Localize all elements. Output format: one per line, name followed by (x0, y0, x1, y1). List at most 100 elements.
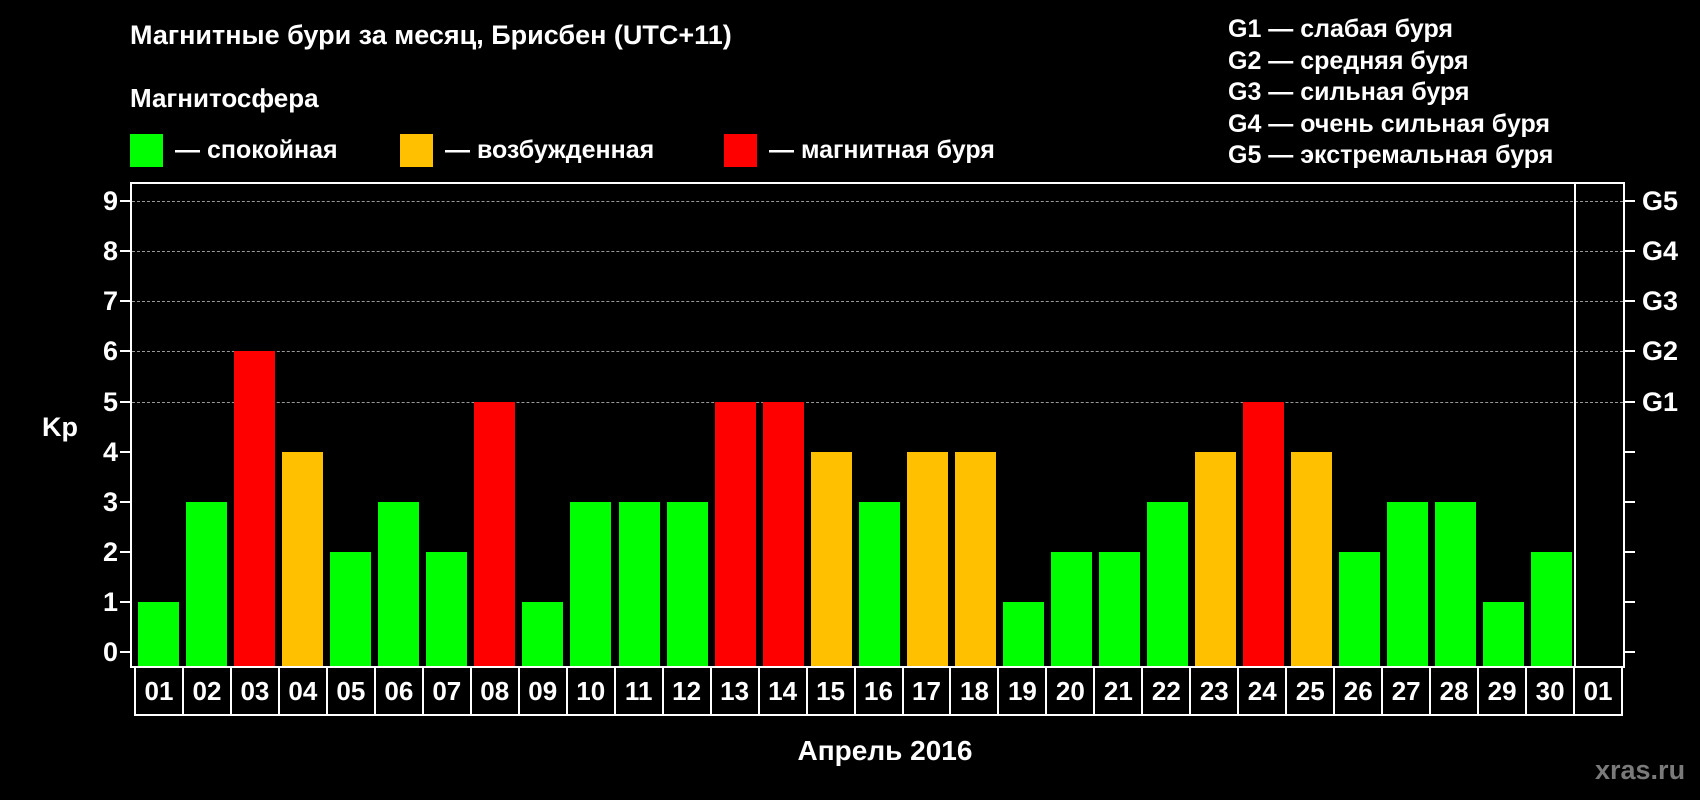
x-tick-label: 16 (856, 668, 904, 714)
x-tick-label: 23 (1191, 668, 1240, 714)
right-tick-mark (1625, 250, 1635, 253)
x-tick-label: 19 (999, 668, 1048, 714)
gridline (132, 402, 1623, 403)
g-scale-g5: G5 — экстремальная буря (1228, 141, 1554, 169)
g-level-label: G5 (1642, 186, 1679, 217)
bar-day-23 (1195, 451, 1237, 666)
y-tick-label: 9 (102, 186, 118, 217)
bar-day-30 (1531, 551, 1573, 666)
y-tick-label: 5 (102, 386, 118, 417)
x-tick-label: 17 (904, 668, 952, 714)
g-level-label: G4 (1642, 236, 1679, 267)
x-axis-day-labels: 01 02 03 04 05 06 07 08 09 10 11 12 13 14 15 16 17 18 19 20… (134, 668, 1623, 716)
g-scale-g3: G3 — сильная буря (1228, 78, 1470, 106)
x-tick-label: 10 (568, 668, 616, 714)
bar-day-18 (954, 451, 996, 666)
right-tick-mark (1625, 450, 1635, 453)
x-tick-label: 06 (376, 668, 424, 714)
right-tick-mark (1625, 600, 1635, 603)
bar-day-22 (1147, 501, 1189, 666)
x-tick-label: 12 (664, 668, 712, 714)
x-tick-label: 30 (1527, 668, 1576, 714)
x-tick-label: 15 (808, 668, 856, 714)
y-tick-mark (120, 500, 130, 503)
x-tick-label: 18 (951, 668, 1000, 714)
x-tick-label: 22 (1143, 668, 1192, 714)
x-tick-label: 27 (1383, 668, 1432, 714)
legend-heading: Магнитосфера (130, 83, 319, 113)
x-tick-label: 04 (280, 668, 328, 714)
bar-day-06 (378, 501, 420, 666)
right-tick-mark (1625, 400, 1635, 403)
y-tick-label: 3 (102, 486, 118, 517)
legend-swatch-calm (130, 133, 163, 167)
y-tick-mark (120, 651, 130, 653)
bar-day-16 (858, 501, 900, 666)
x-tick-label: 14 (760, 668, 808, 714)
legend-swatch-active (400, 133, 433, 167)
y-tick-mark (120, 550, 130, 553)
bar-day-04 (282, 451, 324, 666)
g-level-label: G1 (1642, 386, 1679, 417)
gridline (132, 351, 1623, 352)
y-tick-mark (120, 200, 130, 203)
x-tick-label: 09 (520, 668, 568, 714)
y-tick-mark (120, 600, 130, 603)
y-tick-label: 1 (102, 586, 118, 617)
bar-day-21 (1099, 551, 1141, 666)
bar-day-29 (1483, 601, 1525, 666)
x-axis-title: Апрель 2016 (797, 735, 973, 766)
x-tick-label: 02 (184, 668, 232, 714)
y-tick-mark (120, 350, 130, 353)
gridline (132, 201, 1623, 202)
g-scale-g4: G4 — очень сильная буря (1228, 109, 1550, 138)
x-tick-label: 08 (472, 668, 520, 714)
chart-title: Магнитные бури за месяц, Брисбен (UTC+11… (130, 20, 732, 50)
g-scale-legend: G1 — слабая буря G2 — средняя буря G3 — … (1228, 14, 1553, 172)
x-tick-label: 29 (1479, 668, 1528, 714)
bar-day-09 (522, 601, 564, 666)
right-tick-mark (1625, 651, 1635, 653)
right-tick-mark (1625, 350, 1635, 353)
bar-day-25 (1291, 451, 1333, 666)
y-tick-label: 6 (102, 336, 118, 367)
bar-day-10 (570, 501, 612, 666)
x-tick-label: 01 (136, 668, 184, 714)
bar-day-08 (474, 401, 516, 666)
x-tick-label: 01 (1583, 675, 1613, 706)
legend-label-calm: — спокойная (175, 135, 338, 164)
y-tick-label: 7 (102, 286, 118, 317)
gridline (132, 301, 1623, 302)
bar-day-12 (666, 501, 708, 666)
bar-day-17 (906, 451, 948, 666)
y-tick-label: 2 (102, 536, 118, 567)
bar-day-24 (1243, 401, 1285, 666)
right-tick-mark (1625, 200, 1635, 203)
plot-area (132, 184, 1623, 666)
bar-day-20 (1050, 551, 1092, 666)
g-scale-g2: G2 — средняя буря (1228, 46, 1469, 75)
x-tick-label: 03 (232, 668, 280, 714)
legend-item-storm: — магнитная буря (724, 133, 995, 167)
right-tick-mark (1625, 500, 1635, 503)
legend-label-active: — возбужденная (445, 135, 655, 164)
y-tick-label: 4 (102, 436, 118, 467)
g-scale-g1: G1 — слабая буря (1228, 15, 1454, 43)
legend-label-storm: — магнитная буря (769, 135, 995, 164)
bar-day-27 (1387, 501, 1429, 666)
right-tick-mark (1625, 300, 1635, 303)
bar-day-19 (1002, 601, 1044, 666)
x-tick-label: 13 (712, 668, 760, 714)
x-tick-label: 21 (1095, 668, 1144, 714)
g-level-label: G2 (1642, 336, 1679, 367)
y-axis-title: Kp (42, 412, 78, 442)
bar-day-03 (234, 351, 276, 666)
legend-item-calm: — спокойная (130, 133, 338, 167)
legend-swatch-storm (724, 133, 757, 167)
x-tick-label: 26 (1335, 668, 1384, 714)
next-month-separator (1574, 182, 1576, 668)
x-tick-label: 11 (616, 668, 664, 714)
y-tick-mark (120, 300, 130, 303)
bar-day-13 (714, 401, 756, 666)
bar-day-11 (618, 501, 660, 666)
